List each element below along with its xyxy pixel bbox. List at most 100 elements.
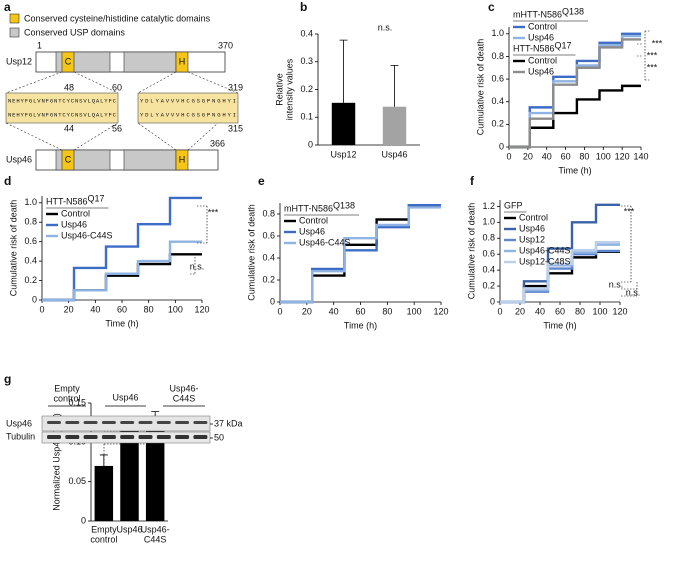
y-tick-label: 0.05	[68, 476, 86, 486]
x-tick-label: 60	[355, 306, 365, 316]
legend-label: Usp46	[299, 226, 325, 236]
x-tick-label: 120	[433, 306, 448, 316]
x-tick-label: Usp46	[381, 149, 407, 159]
x-tick-label: 40	[542, 151, 552, 161]
y-tick-label: 0.2	[262, 274, 275, 284]
step-line	[500, 241, 620, 304]
step-line	[280, 206, 441, 304]
x-tick-label: 80	[575, 306, 585, 316]
y-tick-label: 0.6	[24, 236, 37, 246]
y-tick-label: 0.4	[482, 265, 495, 275]
x-tick-label: Usp12	[330, 149, 356, 159]
y-tick-label: 0	[308, 139, 313, 149]
y-tick-label: 0.4	[491, 96, 504, 106]
sequence: NEHYFGLVNFGNTCYCNSVLQALYFC	[8, 111, 117, 118]
his-domain	[175, 149, 189, 171]
step-line	[509, 38, 641, 149]
band	[120, 421, 135, 424]
legend-label: Usp46	[528, 32, 554, 42]
bar	[94, 465, 114, 521]
annotation: n.s.	[378, 22, 393, 32]
x-tick-label: 40	[90, 304, 100, 314]
usp-domain	[123, 51, 177, 73]
legend-label: Usp12	[519, 234, 545, 244]
residue-number: 370	[218, 40, 233, 50]
y-tick-label: 0.6	[491, 73, 504, 83]
rule	[137, 71, 177, 94]
rule	[187, 71, 239, 94]
x-tick-label: 100	[407, 306, 422, 316]
residue-number: 60	[112, 82, 122, 92]
residue-number: 1	[37, 40, 42, 50]
annotation: ***	[647, 62, 658, 72]
y-tick-label: 1.0	[482, 217, 495, 227]
y-tick-label: 0.2	[491, 119, 504, 129]
x-tick-label: 0	[277, 306, 282, 316]
panel-label: b	[300, 0, 307, 14]
lane-label: Usp46-	[169, 383, 198, 393]
sequence: YDLYAVVVHCGSGPNGHYI	[140, 97, 236, 104]
x-tick-label: 20	[302, 306, 312, 316]
x-tick-label: 60	[117, 304, 127, 314]
lane-label: C44S	[173, 393, 196, 403]
marker: 50	[214, 432, 224, 442]
y-tick-label: 0	[270, 296, 275, 306]
legend-label: Usp46-C44S	[299, 237, 351, 247]
x-tick-label: 40	[329, 306, 339, 316]
legend-superscript: Q17	[88, 193, 105, 203]
y-tick-label: 0.2	[300, 84, 313, 94]
row-label: Tubulin	[6, 431, 35, 441]
x-axis-label: Time (h)	[558, 165, 591, 175]
x-tick-label: 80	[382, 306, 392, 316]
step-line	[42, 240, 202, 302]
y-tick-label: 0	[490, 296, 495, 306]
x-tick-label: 20	[64, 304, 74, 314]
band	[175, 421, 190, 424]
y-tick-label: 0.6	[262, 230, 275, 240]
x-tick-label: Empty	[91, 524, 117, 534]
sequence: NEHYFGLVNFGNTCYCNSVLQALYFC	[8, 97, 117, 104]
lane-label: control	[53, 393, 80, 403]
band	[101, 435, 116, 439]
x-tick-label: 80	[579, 151, 589, 161]
usp-domain	[123, 149, 177, 171]
residue-number: 319	[228, 82, 243, 92]
rule	[137, 122, 177, 151]
x-axis-label: Time (h)	[344, 320, 377, 330]
x-tick-label: 120	[612, 306, 627, 316]
x-tick-label: 80	[144, 304, 154, 314]
band	[65, 421, 80, 424]
step-line	[42, 253, 202, 302]
band	[138, 435, 153, 439]
y-axis-label: Cumulative risk of death	[475, 39, 485, 136]
y-tick-label: 0.3	[300, 56, 313, 66]
lane-label: Empty	[54, 383, 80, 393]
y-axis-label: Relative	[274, 73, 284, 106]
lane-label: Usp46	[112, 392, 138, 402]
bar	[120, 424, 139, 521]
y-tick-label: 0	[499, 141, 504, 151]
x-tick-label: 20	[523, 151, 533, 161]
rule	[187, 122, 219, 151]
marker: 37 kDa	[214, 418, 243, 428]
y-tick-label: 0	[81, 515, 86, 525]
legend-label: Control	[61, 208, 90, 218]
error-bar	[390, 64, 399, 107]
y-tick-label: 1.0	[491, 28, 504, 38]
band	[47, 435, 61, 439]
residue-number: 44	[64, 123, 74, 133]
x-tick-label: Usp46	[116, 524, 142, 534]
y-tick-label: 0.15	[68, 397, 86, 407]
domain-label: C	[65, 154, 72, 164]
y-tick-label: 1.0	[24, 197, 37, 207]
band	[47, 421, 61, 424]
x-axis-label: Time (h)	[543, 320, 576, 330]
y-tick-label: 0	[32, 294, 37, 304]
panel-label: c	[488, 0, 495, 14]
x-tick-label: 100	[596, 151, 611, 161]
band	[120, 435, 135, 439]
annotation: ***	[208, 207, 219, 217]
panel-label: d	[4, 174, 11, 188]
y-tick-label: 0.4	[300, 28, 313, 38]
sequence: YDLYAVVVHCGSGPNGHYI	[140, 111, 236, 118]
